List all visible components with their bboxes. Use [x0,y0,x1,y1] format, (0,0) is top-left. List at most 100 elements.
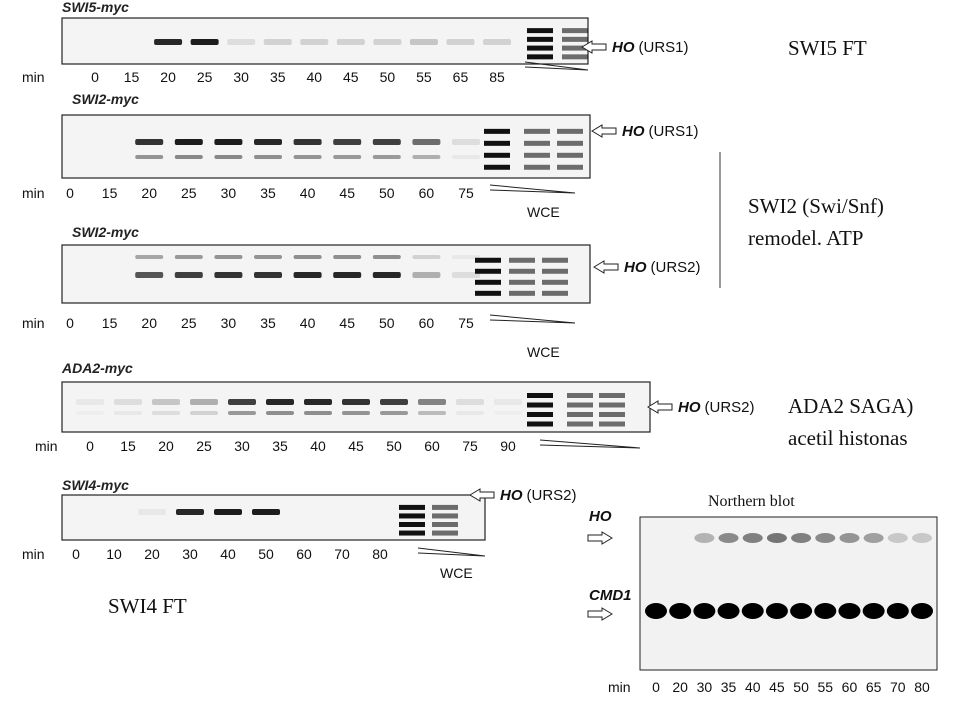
time-label: 50 [380,69,396,85]
band [336,39,365,45]
time-label: 25 [181,315,197,331]
time-label: 55 [416,69,432,85]
time-label: 30 [234,438,250,454]
band [911,603,933,619]
panel-label: ADA2-myc [61,360,133,376]
marker-band [432,504,458,510]
time-label: 60 [419,315,435,331]
band [293,155,322,159]
band [214,139,243,145]
band [452,155,480,159]
annotation: remodel. ATP [748,226,864,250]
time-label: 15 [102,315,118,331]
band [333,272,362,278]
time-label: 60 [842,679,858,695]
time-label: 0 [91,69,99,85]
band [717,603,740,619]
band [174,272,203,278]
band [412,155,441,159]
marker-band [475,257,501,263]
band [228,399,256,405]
wedge [417,547,486,557]
locus-name: HO [624,259,647,276]
wedge [539,439,641,449]
time-label: 0 [72,546,80,562]
band [293,139,322,145]
marker-band [562,28,588,34]
band [135,139,164,145]
marker-band [599,402,625,408]
annotation: SWI2 (Swi/Snf) [748,194,884,218]
locus-label: HO (URS2) [500,487,577,504]
time-label: 40 [300,185,316,201]
band [912,533,932,543]
time-label: 20 [141,315,157,331]
marker-band [527,421,553,427]
band [838,603,861,619]
time-label: 35 [721,679,737,695]
band [174,139,203,145]
band [863,533,884,543]
locus-label: HO (URS1) [622,123,699,140]
band [418,399,446,405]
panel-label: SWI2-myc [72,224,139,240]
band [412,255,441,259]
band [252,509,280,515]
site-name: (URS1) [649,123,699,140]
marker-band [557,140,583,146]
marker-band [542,268,568,274]
marker-band [432,513,458,519]
marker-band [562,54,588,60]
band [380,411,408,415]
panel-label: SWI4-myc [62,477,129,493]
time-label: 50 [379,185,395,201]
band [214,272,243,278]
locus-label: HO (URS1) [612,39,689,56]
band [446,39,475,45]
arrow [587,531,613,545]
annotation: SWI5 FT [788,36,867,60]
marker-band [599,412,625,417]
time-label: 70 [890,679,906,695]
band [190,411,218,415]
band [254,155,282,159]
marker-band [432,530,458,536]
arrow [587,607,613,621]
marker-band [542,290,568,296]
band [342,411,370,415]
band [293,255,322,259]
marker-band [524,152,550,158]
axis-label: min [22,185,45,201]
band [135,272,164,278]
marker-band [527,28,553,34]
time-label: 40 [745,679,761,695]
band [483,39,511,45]
band [887,533,908,543]
marker-band [399,504,425,510]
marker-band [509,290,535,296]
time-label: 80 [372,546,388,562]
time-label: 30 [697,679,713,695]
band [418,411,446,415]
locus-label: HO (URS2) [624,259,701,276]
marker-band [509,268,535,274]
marker-band [557,128,583,134]
time-label: 15 [124,69,140,85]
wedge [489,184,576,194]
marker-band [399,522,425,527]
band [254,255,282,259]
time-label: 40 [220,546,236,562]
time-label: 55 [817,679,833,695]
panel-label: SWI5-myc [62,0,129,15]
time-label: 20 [144,546,160,562]
time-label: 50 [386,438,402,454]
marker-band [484,128,510,134]
time-label: 25 [196,438,212,454]
marker-band [567,412,593,417]
wedge [524,61,589,71]
axis-label: min [22,315,45,331]
time-label: 0 [66,185,74,201]
axis-label: min [35,438,58,454]
band [380,399,408,405]
time-label: 15 [102,185,118,201]
